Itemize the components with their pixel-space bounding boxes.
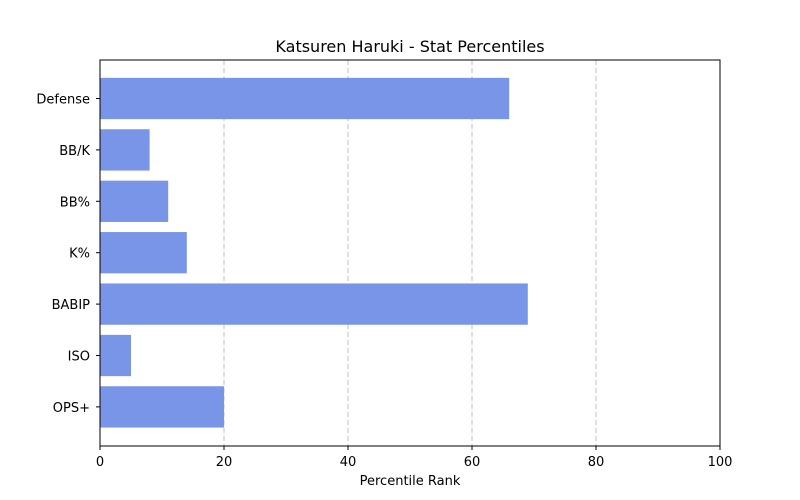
x-tick-label: 40 bbox=[340, 455, 357, 470]
bars bbox=[100, 77, 528, 428]
x-axis-label: Percentile Rank bbox=[360, 474, 461, 489]
bar-k bbox=[100, 232, 187, 274]
bar-ops bbox=[100, 386, 224, 428]
grid-lines bbox=[223, 60, 597, 446]
x-tick-label: 60 bbox=[464, 455, 481, 470]
bar-bb bbox=[100, 180, 169, 222]
bar-iso bbox=[100, 334, 131, 377]
y-tick-label: Defense bbox=[36, 93, 90, 108]
y-tick-label: ISO bbox=[68, 350, 90, 365]
y-axis-ticks: Defense BB/K BB% K% BABIP ISO OPS+ bbox=[36, 93, 100, 416]
y-tick-label: BB/K bbox=[59, 144, 90, 159]
y-tick-label: K% bbox=[69, 247, 90, 262]
bar-bb-k bbox=[100, 129, 150, 171]
y-tick-label: OPS+ bbox=[53, 401, 90, 416]
x-tick-label: 0 bbox=[96, 455, 104, 470]
bar-babip bbox=[100, 283, 528, 325]
bar-defense bbox=[100, 77, 510, 120]
chart-title: Katsuren Haruki - Stat Percentiles bbox=[275, 37, 544, 56]
y-tick-label: BABIP bbox=[52, 298, 91, 313]
x-tick-label: 100 bbox=[708, 455, 733, 470]
x-tick-label: 80 bbox=[588, 455, 605, 470]
x-axis-ticks: 0 20 40 60 80 100 bbox=[96, 446, 733, 470]
x-tick-label: 20 bbox=[216, 455, 233, 470]
y-tick-label: BB% bbox=[60, 195, 90, 210]
